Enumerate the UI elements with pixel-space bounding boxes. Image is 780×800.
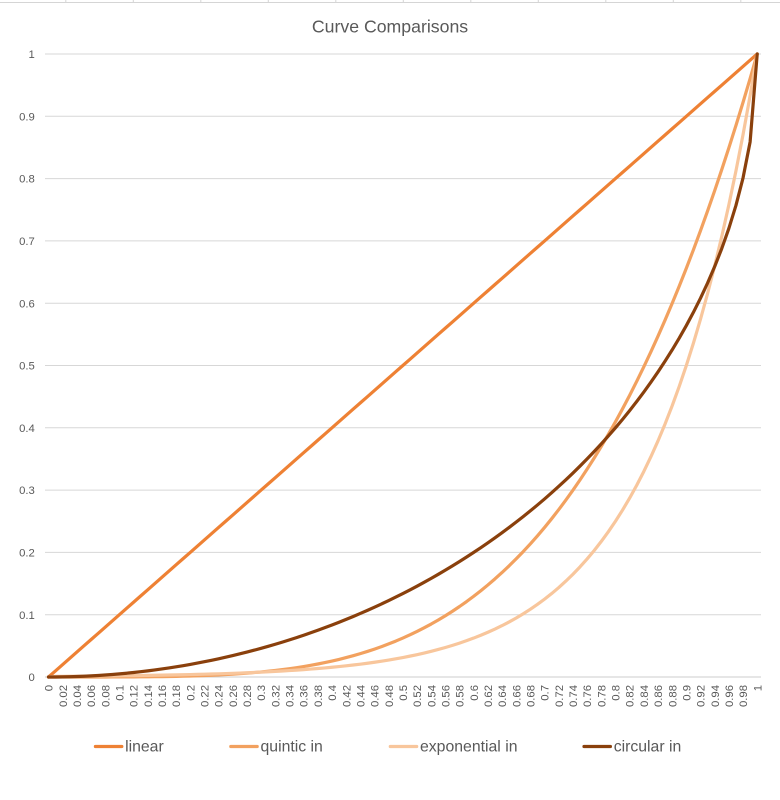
svg-text:0.54: 0.54 <box>426 685 438 707</box>
svg-text:0.96: 0.96 <box>724 685 736 707</box>
svg-text:0.92: 0.92 <box>696 685 708 707</box>
svg-text:0.88: 0.88 <box>667 685 679 707</box>
svg-text:0.4: 0.4 <box>327 685 339 701</box>
svg-text:0.66: 0.66 <box>511 685 523 707</box>
svg-text:1: 1 <box>752 685 764 691</box>
svg-text:0.08: 0.08 <box>100 685 112 707</box>
svg-text:0.48: 0.48 <box>384 685 396 707</box>
svg-text:0.38: 0.38 <box>313 685 325 707</box>
svg-text:0.8: 0.8 <box>611 685 623 701</box>
svg-text:0.7: 0.7 <box>19 236 35 248</box>
svg-text:exponential in: exponential in <box>420 739 518 756</box>
svg-text:0.44: 0.44 <box>355 685 367 707</box>
svg-text:0.9: 0.9 <box>19 111 35 123</box>
svg-text:0.94: 0.94 <box>710 685 722 707</box>
svg-text:0.12: 0.12 <box>129 685 141 707</box>
svg-text:0.5: 0.5 <box>19 361 35 373</box>
svg-text:0.9: 0.9 <box>681 685 693 701</box>
svg-text:0.98: 0.98 <box>738 685 750 707</box>
svg-text:0.82: 0.82 <box>625 685 637 707</box>
svg-text:0.32: 0.32 <box>270 685 282 707</box>
svg-text:0.26: 0.26 <box>228 685 240 707</box>
svg-text:0.34: 0.34 <box>285 685 297 707</box>
svg-text:0.62: 0.62 <box>483 685 495 707</box>
svg-text:0.58: 0.58 <box>455 685 467 707</box>
svg-text:0: 0 <box>44 685 56 691</box>
svg-text:0.36: 0.36 <box>299 685 311 707</box>
svg-text:0.64: 0.64 <box>497 685 509 707</box>
svg-text:0.06: 0.06 <box>86 685 98 707</box>
svg-text:0.8: 0.8 <box>19 174 35 186</box>
svg-text:0.3: 0.3 <box>256 685 268 701</box>
svg-text:0.4: 0.4 <box>19 423 35 435</box>
svg-text:0.2: 0.2 <box>19 548 35 560</box>
svg-text:0.84: 0.84 <box>639 685 651 707</box>
svg-text:0.52: 0.52 <box>412 685 424 707</box>
svg-text:0.6: 0.6 <box>469 685 481 701</box>
svg-text:0.02: 0.02 <box>58 685 70 707</box>
svg-text:0.1: 0.1 <box>19 610 35 622</box>
svg-text:Curve Comparisons: Curve Comparisons <box>312 17 468 37</box>
svg-text:0.2: 0.2 <box>185 685 197 701</box>
svg-text:0.16: 0.16 <box>157 685 169 707</box>
svg-text:0.14: 0.14 <box>143 685 155 707</box>
svg-text:0.76: 0.76 <box>582 685 594 707</box>
svg-text:0.7: 0.7 <box>540 685 552 701</box>
svg-text:0.46: 0.46 <box>370 685 382 707</box>
svg-text:0: 0 <box>29 672 35 684</box>
svg-text:0.28: 0.28 <box>242 685 254 707</box>
svg-text:0.74: 0.74 <box>568 685 580 707</box>
svg-text:0.22: 0.22 <box>200 685 212 707</box>
svg-text:0.56: 0.56 <box>441 685 453 707</box>
svg-text:linear: linear <box>125 739 164 756</box>
svg-text:0.18: 0.18 <box>171 685 183 707</box>
svg-text:0.6: 0.6 <box>19 298 35 310</box>
svg-text:0.1: 0.1 <box>115 685 127 701</box>
svg-text:0.72: 0.72 <box>554 685 566 707</box>
svg-text:circular in: circular in <box>614 739 682 756</box>
svg-text:0.68: 0.68 <box>526 685 538 707</box>
svg-text:0.86: 0.86 <box>653 685 665 707</box>
svg-text:0.24: 0.24 <box>214 685 226 707</box>
svg-text:0.5: 0.5 <box>398 685 410 701</box>
svg-text:0.3: 0.3 <box>19 485 35 497</box>
svg-text:0.78: 0.78 <box>596 685 608 707</box>
svg-text:0.42: 0.42 <box>341 685 353 707</box>
svg-text:0.04: 0.04 <box>72 685 84 707</box>
svg-text:quintic in: quintic in <box>261 739 323 756</box>
svg-text:1: 1 <box>29 49 35 61</box>
